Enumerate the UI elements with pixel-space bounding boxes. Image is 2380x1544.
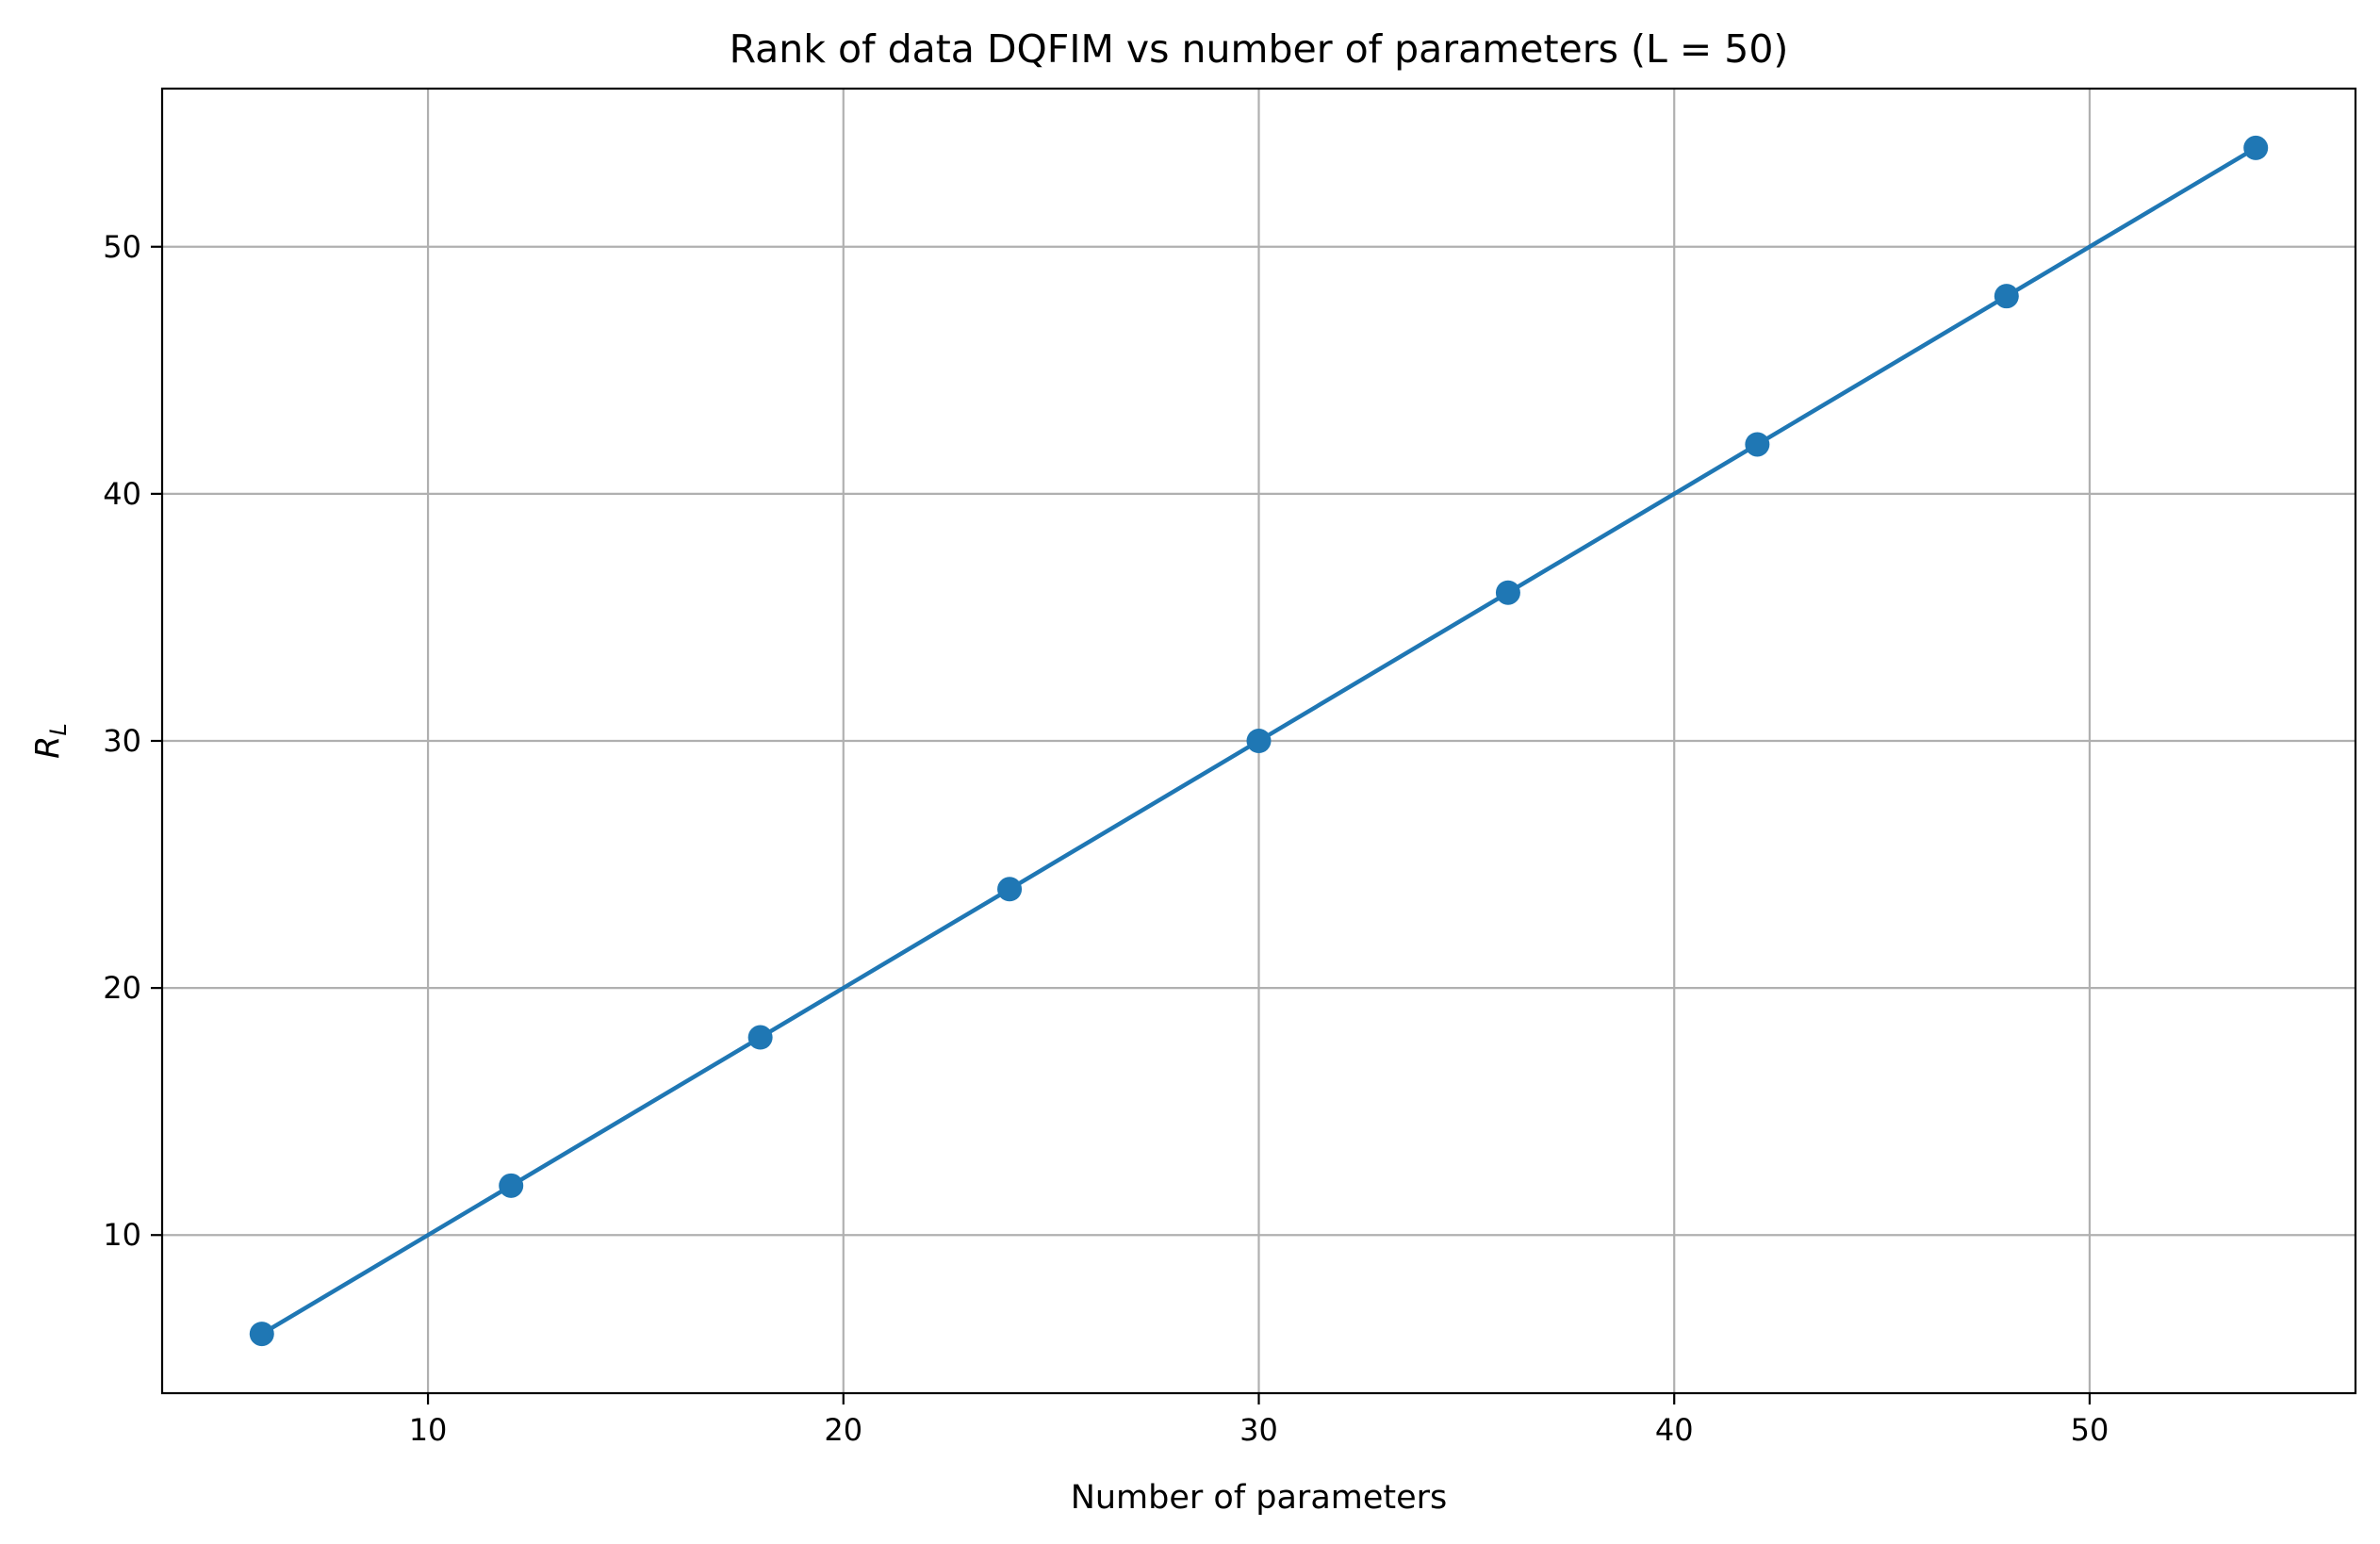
data-point xyxy=(249,1322,274,1347)
x-tick-label: 30 xyxy=(1239,1412,1278,1448)
data-point xyxy=(499,1173,524,1198)
x-tick-label: 20 xyxy=(824,1412,862,1448)
x-tick-label: 50 xyxy=(2071,1412,2109,1448)
data-point xyxy=(2243,135,2269,160)
x-axis-label: Number of parameters xyxy=(1071,1479,1448,1517)
data-point xyxy=(1495,580,1520,605)
chart-title: Rank of data DQFIM vs number of paramete… xyxy=(730,26,1789,72)
y-tick-label: 40 xyxy=(103,476,141,512)
grid xyxy=(162,89,2355,1393)
y-axis-label-subscript: L xyxy=(45,723,72,735)
x-tick-label: 10 xyxy=(409,1412,448,1448)
data-point xyxy=(747,1025,773,1050)
series-layer xyxy=(249,135,2269,1347)
ticks: 10 20 30 40 50 10 20 30 40 50 xyxy=(103,229,2109,1448)
y-axis-label-main: R xyxy=(29,736,67,759)
y-tick-label: 10 xyxy=(103,1217,141,1253)
y-tick-label: 20 xyxy=(103,970,141,1006)
data-point xyxy=(1246,729,1272,753)
x-tick-label: 40 xyxy=(1655,1412,1694,1448)
y-axis-label: RL xyxy=(29,723,72,759)
data-point xyxy=(1994,284,2019,309)
y-tick-label: 50 xyxy=(103,229,141,265)
data-point xyxy=(1745,432,1770,457)
y-tick-label: 30 xyxy=(103,723,141,759)
data-point xyxy=(997,877,1023,902)
